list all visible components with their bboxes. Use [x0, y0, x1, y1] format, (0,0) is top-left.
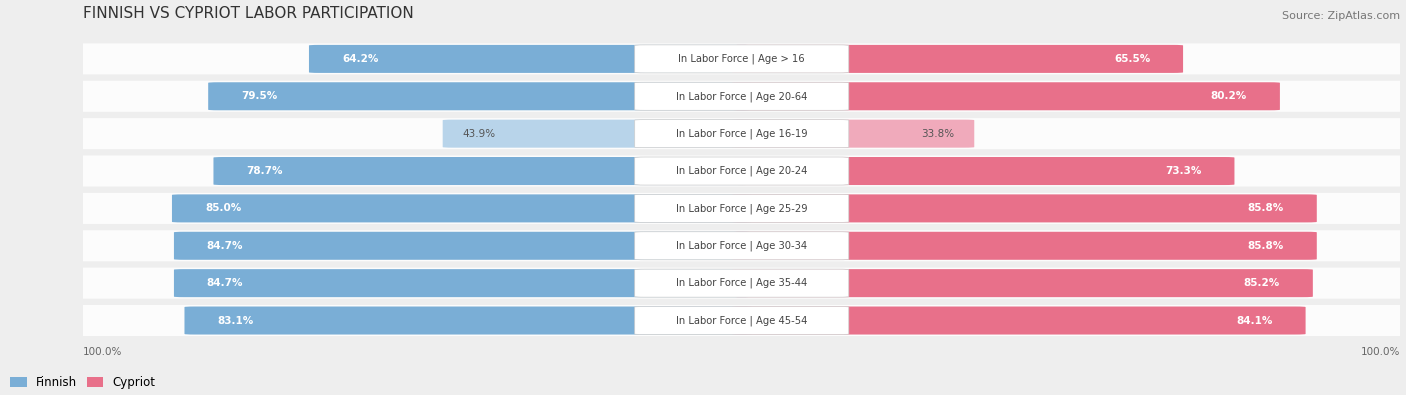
FancyBboxPatch shape	[733, 82, 1279, 110]
FancyBboxPatch shape	[184, 307, 752, 335]
Text: In Labor Force | Age 20-64: In Labor Force | Age 20-64	[676, 91, 807, 102]
Text: 100.0%: 100.0%	[1361, 348, 1400, 357]
FancyBboxPatch shape	[73, 43, 1406, 74]
FancyBboxPatch shape	[634, 194, 849, 222]
Text: FINNISH VS CYPRIOT LABOR PARTICIPATION: FINNISH VS CYPRIOT LABOR PARTICIPATION	[83, 6, 413, 21]
FancyBboxPatch shape	[733, 307, 1306, 335]
FancyBboxPatch shape	[733, 45, 1182, 73]
FancyBboxPatch shape	[634, 45, 849, 73]
Text: 85.8%: 85.8%	[1247, 241, 1284, 251]
FancyBboxPatch shape	[733, 269, 1313, 297]
FancyBboxPatch shape	[733, 120, 974, 148]
FancyBboxPatch shape	[214, 157, 752, 185]
FancyBboxPatch shape	[73, 118, 1406, 149]
Text: In Labor Force | Age 30-34: In Labor Force | Age 30-34	[676, 241, 807, 251]
FancyBboxPatch shape	[634, 157, 849, 185]
FancyBboxPatch shape	[73, 81, 1406, 112]
FancyBboxPatch shape	[73, 305, 1406, 336]
FancyBboxPatch shape	[443, 120, 752, 148]
Text: 84.7%: 84.7%	[207, 241, 243, 251]
Text: 65.5%: 65.5%	[1114, 54, 1150, 64]
Text: In Labor Force | Age 20-24: In Labor Force | Age 20-24	[676, 166, 807, 176]
Text: In Labor Force | Age 25-29: In Labor Force | Age 25-29	[676, 203, 807, 214]
FancyBboxPatch shape	[73, 156, 1406, 186]
FancyBboxPatch shape	[73, 193, 1406, 224]
Text: 64.2%: 64.2%	[342, 54, 378, 64]
FancyBboxPatch shape	[634, 232, 849, 260]
FancyBboxPatch shape	[733, 157, 1234, 185]
Text: 85.8%: 85.8%	[1247, 203, 1284, 213]
Text: 83.1%: 83.1%	[218, 316, 253, 325]
FancyBboxPatch shape	[174, 232, 752, 260]
Text: 80.2%: 80.2%	[1211, 91, 1247, 101]
Text: 85.2%: 85.2%	[1244, 278, 1279, 288]
Text: 84.7%: 84.7%	[207, 278, 243, 288]
FancyBboxPatch shape	[174, 269, 752, 297]
Text: 79.5%: 79.5%	[240, 91, 277, 101]
Text: In Labor Force | Age 16-19: In Labor Force | Age 16-19	[676, 128, 807, 139]
Text: 84.1%: 84.1%	[1236, 316, 1272, 325]
Text: 78.7%: 78.7%	[246, 166, 283, 176]
Text: 85.0%: 85.0%	[205, 203, 242, 213]
Text: In Labor Force | Age 45-54: In Labor Force | Age 45-54	[676, 315, 807, 326]
FancyBboxPatch shape	[73, 268, 1406, 299]
Text: 43.9%: 43.9%	[463, 129, 495, 139]
Text: Source: ZipAtlas.com: Source: ZipAtlas.com	[1282, 11, 1400, 21]
FancyBboxPatch shape	[208, 82, 752, 110]
FancyBboxPatch shape	[309, 45, 752, 73]
Text: In Labor Force | Age 35-44: In Labor Force | Age 35-44	[676, 278, 807, 288]
FancyBboxPatch shape	[634, 82, 849, 110]
FancyBboxPatch shape	[634, 307, 849, 335]
FancyBboxPatch shape	[634, 120, 849, 148]
Text: In Labor Force | Age > 16: In Labor Force | Age > 16	[679, 54, 806, 64]
Text: 100.0%: 100.0%	[83, 348, 122, 357]
Legend: Finnish, Cypriot: Finnish, Cypriot	[6, 371, 160, 393]
FancyBboxPatch shape	[172, 194, 752, 222]
Text: 73.3%: 73.3%	[1166, 166, 1202, 176]
FancyBboxPatch shape	[733, 194, 1317, 222]
Text: 33.8%: 33.8%	[921, 129, 955, 139]
FancyBboxPatch shape	[73, 230, 1406, 261]
FancyBboxPatch shape	[733, 232, 1317, 260]
FancyBboxPatch shape	[634, 269, 849, 297]
